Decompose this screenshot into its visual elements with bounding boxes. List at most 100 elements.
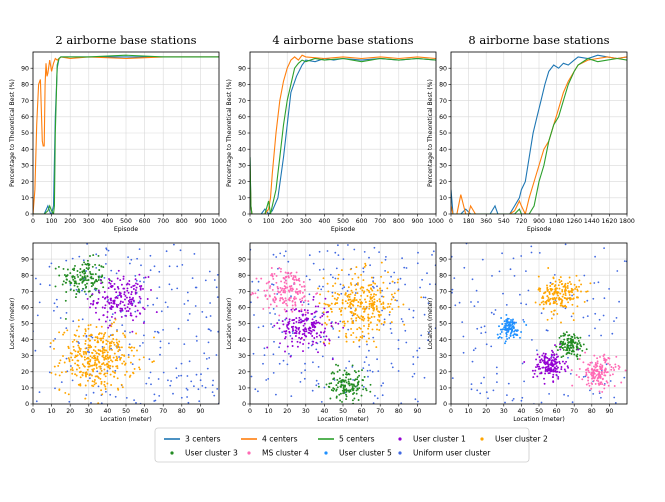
cluster-user-point [135, 286, 138, 289]
y-tick-label: 90 [238, 256, 246, 263]
uniform-user-point [421, 278, 423, 281]
y-tick-label: 20 [21, 369, 29, 376]
cluster-user-point [95, 363, 98, 366]
axes-frame [32, 51, 220, 215]
cluster-user-point [337, 322, 340, 325]
cluster-user-point [370, 306, 373, 309]
uniform-user-point [272, 308, 275, 310]
cluster-user-point [378, 320, 381, 323]
cluster-user-point [134, 291, 137, 294]
uniform-user-point [152, 303, 155, 306]
cluster-user-point [603, 387, 606, 390]
uniform-user-point [363, 361, 366, 363]
cluster-user-point [569, 344, 572, 347]
cluster-user-point [349, 298, 352, 301]
uniform-user-point [484, 331, 487, 334]
cluster-user-point [499, 332, 502, 335]
uniform-user-point [570, 315, 573, 318]
uniform-user-point [65, 312, 68, 314]
uniform-user-point [180, 374, 183, 377]
x-tick-label: 200 [281, 218, 293, 225]
uniform-user-point [411, 375, 414, 378]
cluster-user-point [376, 318, 379, 321]
uniform-user-point [365, 356, 368, 359]
cluster-user-point [509, 334, 512, 337]
uniform-user-point [94, 289, 97, 292]
cluster-user-point [295, 332, 298, 335]
cluster-user-point [301, 303, 304, 306]
cluster-user-point [603, 374, 606, 377]
axes-frame [249, 51, 437, 215]
cluster-user-point [127, 356, 130, 359]
cluster-user-point [98, 264, 101, 267]
cluster-user-point [362, 388, 365, 391]
uniform-user-point [592, 297, 595, 300]
cluster-user-point [301, 291, 304, 294]
cluster-user-point [83, 275, 86, 278]
cluster-user-point [582, 361, 585, 364]
cluster-user-point [112, 338, 115, 340]
uniform-user-point [257, 390, 259, 393]
cluster-user-point [116, 297, 119, 299]
cluster-user-point [52, 339, 55, 342]
uniform-user-point [536, 349, 538, 352]
cluster-user-point [79, 383, 82, 386]
uniform-user-point [618, 300, 620, 303]
uniform-user-point [475, 289, 478, 292]
cluster-user-point [107, 357, 110, 360]
cluster-user-point [112, 341, 115, 344]
cluster-user-point [74, 356, 76, 359]
uniform-user-point [207, 328, 210, 330]
cluster-user-point [268, 295, 271, 298]
y-tick-label: 30 [439, 353, 447, 360]
cluster-user-point [150, 289, 152, 291]
uniform-user-point [412, 363, 415, 366]
cluster-user-point [122, 287, 125, 290]
cluster-user-point [130, 298, 133, 301]
cluster-user-point [84, 342, 87, 345]
cluster-user-point [76, 285, 79, 288]
cluster-user-point [552, 276, 555, 279]
panel-5: 0 10 20 30 40 50 60 70 80 900102030405060708090Lo… [226, 242, 437, 423]
cluster-user-point [595, 374, 598, 377]
cluster-user-point [330, 302, 333, 305]
cluster-user-point [504, 342, 506, 345]
cluster-user-point [74, 280, 77, 283]
cluster-user-point [95, 278, 98, 281]
uniform-user-point [462, 351, 465, 354]
uniform-user-point [187, 299, 189, 302]
uniform-user-point [209, 315, 212, 317]
uniform-user-point [426, 272, 428, 275]
cluster-user-point [286, 326, 289, 329]
cluster-user-point [300, 310, 303, 313]
cluster-user-point [93, 380, 96, 383]
uniform-user-point [594, 312, 597, 315]
cluster-user-point [338, 393, 341, 396]
cluster-user-point [132, 354, 135, 357]
cluster-user-point [320, 331, 323, 334]
cluster-user-point [334, 302, 337, 305]
cluster-user-point [92, 300, 95, 303]
cluster-user-point [340, 309, 343, 312]
cluster-user-point [76, 329, 78, 332]
cluster-user-point [119, 309, 122, 312]
cluster-user-point [95, 326, 98, 328]
cluster-user-point [275, 281, 278, 284]
cluster-user-point [110, 308, 113, 311]
cluster-user-point [126, 289, 129, 292]
cluster-user-point [338, 377, 341, 380]
cluster-user-point [85, 352, 88, 355]
uniform-user-point [334, 277, 337, 280]
uniform-user-point [548, 393, 550, 395]
cluster-user-point [291, 307, 294, 310]
cluster-user-point [372, 295, 375, 298]
cluster-user-point [562, 293, 565, 296]
cluster-user-point [317, 385, 320, 388]
uniform-user-point [71, 379, 74, 382]
cluster-user-point [346, 295, 349, 297]
uniform-user-point [188, 313, 191, 315]
cluster-user-point [279, 342, 281, 345]
cluster-user-point [555, 356, 558, 359]
cluster-user-point [336, 302, 339, 305]
cluster-user-point [572, 346, 575, 349]
